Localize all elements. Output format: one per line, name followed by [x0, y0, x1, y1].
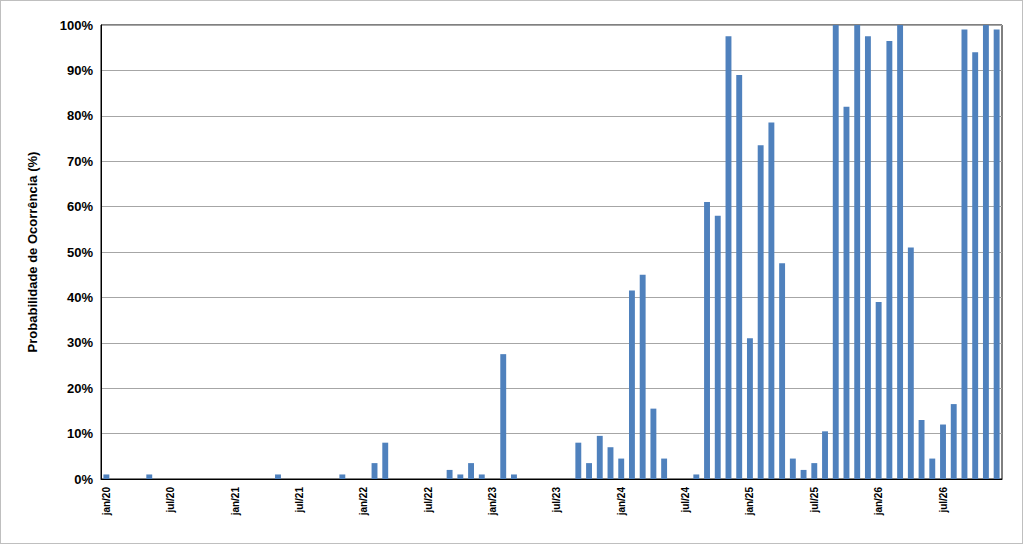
svg-text:jul/25: jul/25	[809, 487, 820, 514]
svg-text:jul/20: jul/20	[165, 487, 176, 514]
svg-text:jul/23: jul/23	[551, 487, 562, 514]
svg-text:100%: 100%	[60, 18, 94, 33]
svg-text:20%: 20%	[67, 381, 93, 396]
svg-text:jan/20: jan/20	[101, 487, 112, 517]
svg-text:jan/23: jan/23	[487, 487, 498, 517]
svg-text:jan/26: jan/26	[873, 487, 884, 517]
svg-text:60%: 60%	[67, 199, 93, 214]
svg-text:jan/21: jan/21	[230, 487, 241, 517]
svg-text:jul/21: jul/21	[294, 487, 305, 514]
svg-text:jul/26: jul/26	[938, 487, 949, 514]
svg-text:Probabilidade de Ocorrência (%: Probabilidade de Ocorrência (%)	[25, 152, 40, 353]
svg-text:80%: 80%	[67, 108, 93, 123]
svg-text:jul/22: jul/22	[423, 487, 434, 514]
svg-text:10%: 10%	[67, 426, 93, 441]
svg-text:jan/25: jan/25	[744, 487, 755, 517]
svg-text:jan/22: jan/22	[358, 487, 369, 517]
svg-text:30%: 30%	[67, 335, 93, 350]
svg-text:jan/24: jan/24	[616, 487, 627, 517]
svg-text:0%: 0%	[74, 472, 93, 487]
svg-text:40%: 40%	[67, 290, 93, 305]
svg-text:90%: 90%	[67, 63, 93, 78]
svg-text:50%: 50%	[67, 245, 93, 260]
svg-text:70%: 70%	[67, 154, 93, 169]
svg-text:jul/24: jul/24	[680, 487, 691, 514]
